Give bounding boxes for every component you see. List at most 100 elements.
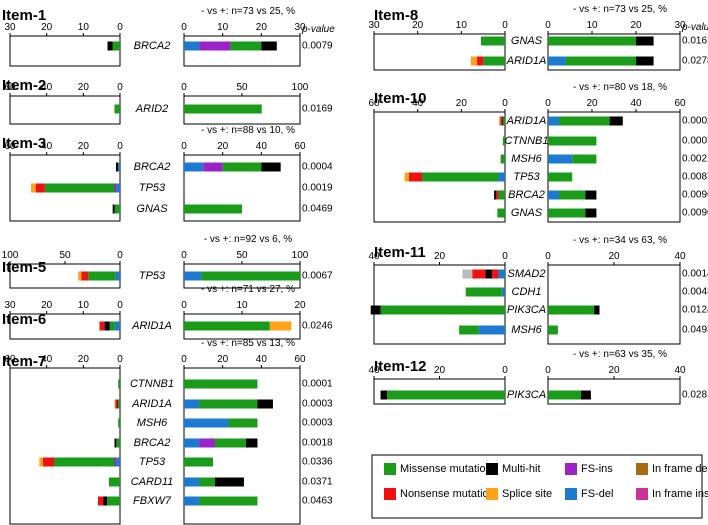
bar-neg-fs_del	[116, 457, 120, 467]
gene-pvalue: 0.0001	[302, 379, 333, 390]
bar-neg-nonsense	[477, 56, 484, 66]
bar-neg-splice	[499, 116, 501, 126]
bar-pos-missense	[199, 477, 215, 487]
gene-label: ARID1A	[131, 320, 172, 332]
gene-pvalue: 0.0021	[682, 154, 708, 165]
bar-pos-missense	[214, 438, 246, 448]
gene-pvalue: 0.0087	[682, 172, 708, 183]
gene-pvalue: 0.0003	[302, 399, 333, 410]
gene-pvalue: 0.0018	[302, 438, 333, 449]
bar-neg-multi	[501, 116, 503, 126]
left-tick-label: 40	[41, 141, 53, 152]
right-tick-label: 0	[181, 141, 187, 152]
right-tick-label: 40	[256, 141, 268, 152]
right-tick-label: 40	[674, 365, 686, 376]
gene-pvalue: 0.0124	[682, 305, 708, 316]
left-tick-label: 20	[434, 365, 446, 376]
bar-pos-fs_del	[184, 418, 229, 428]
bar-pos-missense	[548, 208, 586, 218]
gene-label: SMAD2	[508, 268, 546, 280]
gene-label: TP53	[139, 270, 166, 282]
left-tick-label: 0	[502, 365, 508, 376]
bar-neg-missense	[480, 36, 505, 46]
legend-label: FS-del	[581, 488, 613, 500]
panel-title: Item-8	[374, 7, 418, 24]
gene-pvalue: 0.0014	[682, 269, 708, 280]
gene-pvalue: 0.0469	[302, 204, 333, 215]
bar-neg-fs_ins	[114, 457, 117, 467]
bar-neg-missense	[109, 321, 115, 331]
legend-label: FS-ins	[581, 463, 613, 475]
right-tick-label: 0	[545, 98, 551, 109]
bar-pos-missense	[184, 457, 213, 467]
gene-label: CTNNB1	[504, 135, 548, 147]
right-tick-label: 20	[294, 300, 306, 311]
bar-neg-nonsense	[496, 190, 499, 200]
bar-neg-missense	[498, 190, 505, 200]
bar-pos-fs_del	[184, 41, 200, 51]
bar-neg-missense	[114, 104, 120, 114]
legend-label: Nonsense mutation	[400, 488, 495, 500]
bar-pos-missense	[565, 56, 636, 66]
bar-neg-nonsense	[99, 321, 105, 331]
bar-neg-multi	[104, 321, 110, 331]
panel-item-7: Item-7 - vs +: n=85 vs 13, % 60 40 20 0 0 20 40 6…	[2, 338, 333, 525]
bar-neg-missense	[502, 136, 505, 146]
legend-label: In frame del	[652, 463, 708, 475]
gene-pvalue: 0.0336	[302, 457, 333, 468]
bar-neg-multi	[380, 390, 388, 400]
bar-neg-splice	[470, 56, 478, 66]
panel-item-2: Item-260 40 20 0 0 50 100 ARID2 0.0169	[2, 77, 333, 125]
right-axis-box	[183, 35, 301, 67]
gene-pvalue: 0.0019	[302, 183, 333, 194]
left-tick-label: 60	[4, 82, 16, 93]
panel-subtitle: - vs +: n=34 vs 63, %	[573, 235, 667, 246]
left-tick-label: 40	[368, 365, 380, 376]
right-tick-label: 0	[181, 300, 187, 311]
gene-label: PIK3CA	[507, 389, 546, 401]
panel-subtitle: - vs +: n=63 vs 35, %	[573, 349, 667, 360]
bar-neg-multi	[112, 204, 115, 214]
bar-neg-splice	[39, 457, 43, 467]
bar-neg-missense	[483, 56, 505, 66]
bar-neg-grey	[462, 269, 473, 279]
panel-subtitle: - vs +: n=80 vs 18, %	[573, 82, 667, 93]
gene-pvalue: 0.0371	[302, 477, 333, 488]
bar-pos-missense	[184, 104, 262, 114]
panel-title: Item-1	[2, 7, 46, 24]
bar-neg-missense	[459, 325, 479, 335]
right-axis-box	[547, 33, 681, 71]
bar-neg-missense	[44, 183, 115, 193]
right-tick-label: 0	[181, 82, 187, 93]
left-tick-label: 0	[502, 251, 508, 262]
left-axis-box	[9, 95, 121, 125]
bar-neg-fs_ins	[114, 183, 117, 193]
bar-pos-missense	[548, 305, 595, 315]
left-tick-label: 20	[41, 22, 53, 33]
right-tick-label: 60	[674, 98, 686, 109]
legend-swatch-multi	[486, 463, 498, 475]
legend-box	[371, 454, 703, 519]
legend-label: Missense mutation	[400, 463, 492, 475]
right-tick-label: 100	[292, 82, 309, 93]
bar-neg-nonsense	[98, 496, 104, 506]
bar-pos-missense	[548, 390, 581, 400]
gene-pvalue: 0.0004	[302, 162, 333, 173]
bar-neg-splice	[404, 172, 409, 182]
bar-neg-multi	[103, 496, 108, 506]
gene-label: ARID1A	[506, 55, 547, 67]
panel-item-3: Item-3 - vs +: n=88 vs 10, % 60 40 20 0 0 20 40 6…	[2, 125, 333, 222]
gene-label: TP53	[139, 456, 166, 468]
panel-title: Item-2	[2, 77, 46, 94]
gene-pvalue: 0.0161	[682, 36, 708, 47]
right-tick-label: 50	[236, 250, 248, 261]
bar-pos-missense	[548, 325, 558, 335]
bar-neg-missense	[422, 172, 499, 182]
bar-pos-missense	[184, 379, 258, 389]
bar-pos-multi	[609, 116, 623, 126]
panel-subtitle: - vs +: n=71 vs 27, %	[201, 284, 295, 295]
legend-swatch-splice	[486, 488, 498, 500]
left-tick-label: 50	[59, 250, 71, 261]
